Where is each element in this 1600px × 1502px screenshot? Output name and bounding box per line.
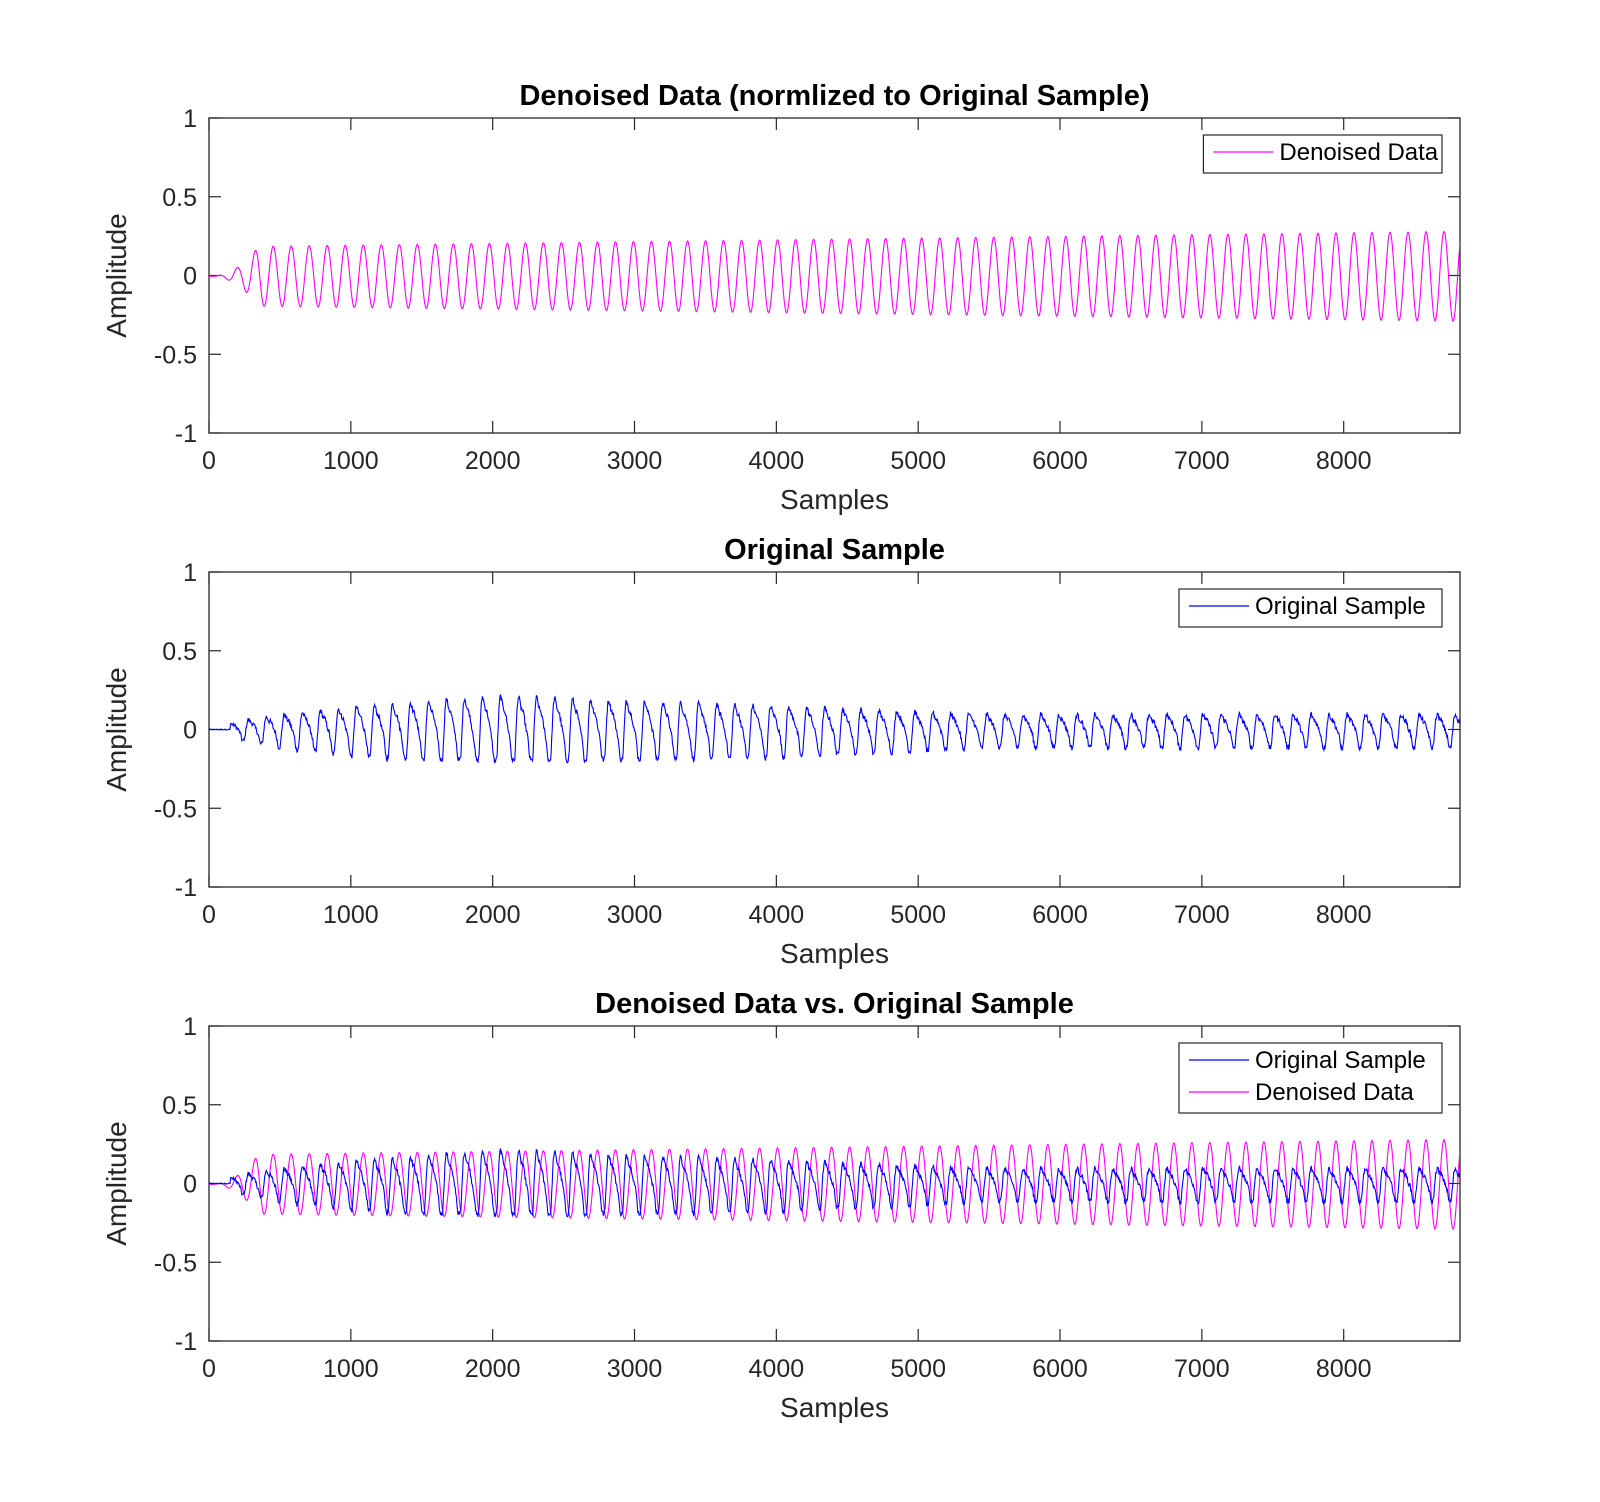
x-tick-label: 8000 [1316,447,1372,475]
x-tick-label: 7000 [1174,1355,1230,1383]
y-tick-label: -0.5 [154,1249,197,1277]
legend-box [1178,588,1443,628]
x-tick-label: 4000 [749,1355,805,1383]
x-axis-label: Samples [780,484,889,515]
chart-title: Denoised Data (normlized to Original Sam… [519,80,1149,112]
y-tick-label: -1 [175,1328,197,1356]
legend-box [1178,1042,1443,1114]
x-tick-label: 7000 [1174,901,1230,929]
legend: Denoised Data [1202,134,1443,174]
y-tick-label: 0.5 [162,184,197,212]
y-tick-label: 1 [183,559,197,587]
x-tick-label: 2000 [465,901,521,929]
y-tick-label: -1 [175,420,197,448]
legend-box [1202,134,1443,174]
x-tick-label: 3000 [607,447,663,475]
x-tick-label: 2000 [465,1355,521,1383]
x-tick-label: 4000 [749,447,805,475]
legend: Original Sample Denoised Data [1178,1042,1443,1114]
y-tick-label: 0.5 [162,638,197,666]
legend-entry: Denoised Data [1255,1079,1414,1106]
x-tick-label: 5000 [890,1355,946,1383]
x-tick-label: 8000 [1316,901,1372,929]
legend-entry: Denoised Data [1279,139,1438,166]
x-tick-label: 0 [202,447,216,475]
x-tick-label: 8000 [1316,1355,1372,1383]
x-tick-label: 3000 [607,901,663,929]
x-tick-label: 6000 [1032,1355,1088,1383]
y-tick-label: -0.5 [154,795,197,823]
y-tick-label: -1 [175,874,197,902]
x-axis-label: Samples [780,1392,889,1423]
y-tick-label: 1 [183,1013,197,1041]
x-tick-label: 1000 [323,901,379,929]
subplot-3: 0 1000 2000 3000 4000 5000 6000 7000 8000 -1 -0.5 0… [101,988,1461,1423]
x-tick-label: 3000 [607,1355,663,1383]
x-tick-label: 2000 [465,447,521,475]
x-tick-label: 1000 [323,447,379,475]
subplot-1: 0 1000 2000 3000 4000 5000 6000 7000 8000 -1 -0.5 0… [101,80,1461,515]
series-line-original-sample [209,1147,1460,1218]
x-tick-label: 5000 [890,447,946,475]
chart-title: Denoised Data vs. Original Sample [595,988,1074,1020]
y-tick-label: 0 [183,1171,197,1199]
series-line-denoised-data [209,230,1460,322]
x-tick-label: 1000 [323,1355,379,1383]
x-tick-label: 0 [202,901,216,929]
y-tick-label: -0.5 [154,341,197,369]
x-tick-label: 0 [202,1355,216,1383]
x-tick-label: 5000 [890,901,946,929]
y-tick-label: 0 [183,263,197,291]
x-axis-label: Samples [780,938,889,969]
series-line-original-sample [209,693,1460,764]
y-axis-label: Amplitude [101,667,132,792]
y-axis-label: Amplitude [101,1121,132,1246]
y-tick-label: 0 [183,717,197,745]
y-axis-label: Amplitude [101,213,132,338]
y-tick-label: 1 [183,105,197,133]
chart-title: Original Sample [724,534,945,566]
legend-entry: Original Sample [1255,1047,1426,1074]
x-tick-label: 6000 [1032,901,1088,929]
subplot-2: 0 1000 2000 3000 4000 5000 6000 7000 8000 -1 -0.5 0… [101,534,1461,969]
x-tick-label: 7000 [1174,447,1230,475]
x-tick-label: 4000 [749,901,805,929]
legend: Original Sample [1178,588,1443,628]
legend-entry: Original Sample [1255,593,1426,620]
x-tick-label: 6000 [1032,447,1088,475]
y-tick-label: 0.5 [162,1092,197,1120]
